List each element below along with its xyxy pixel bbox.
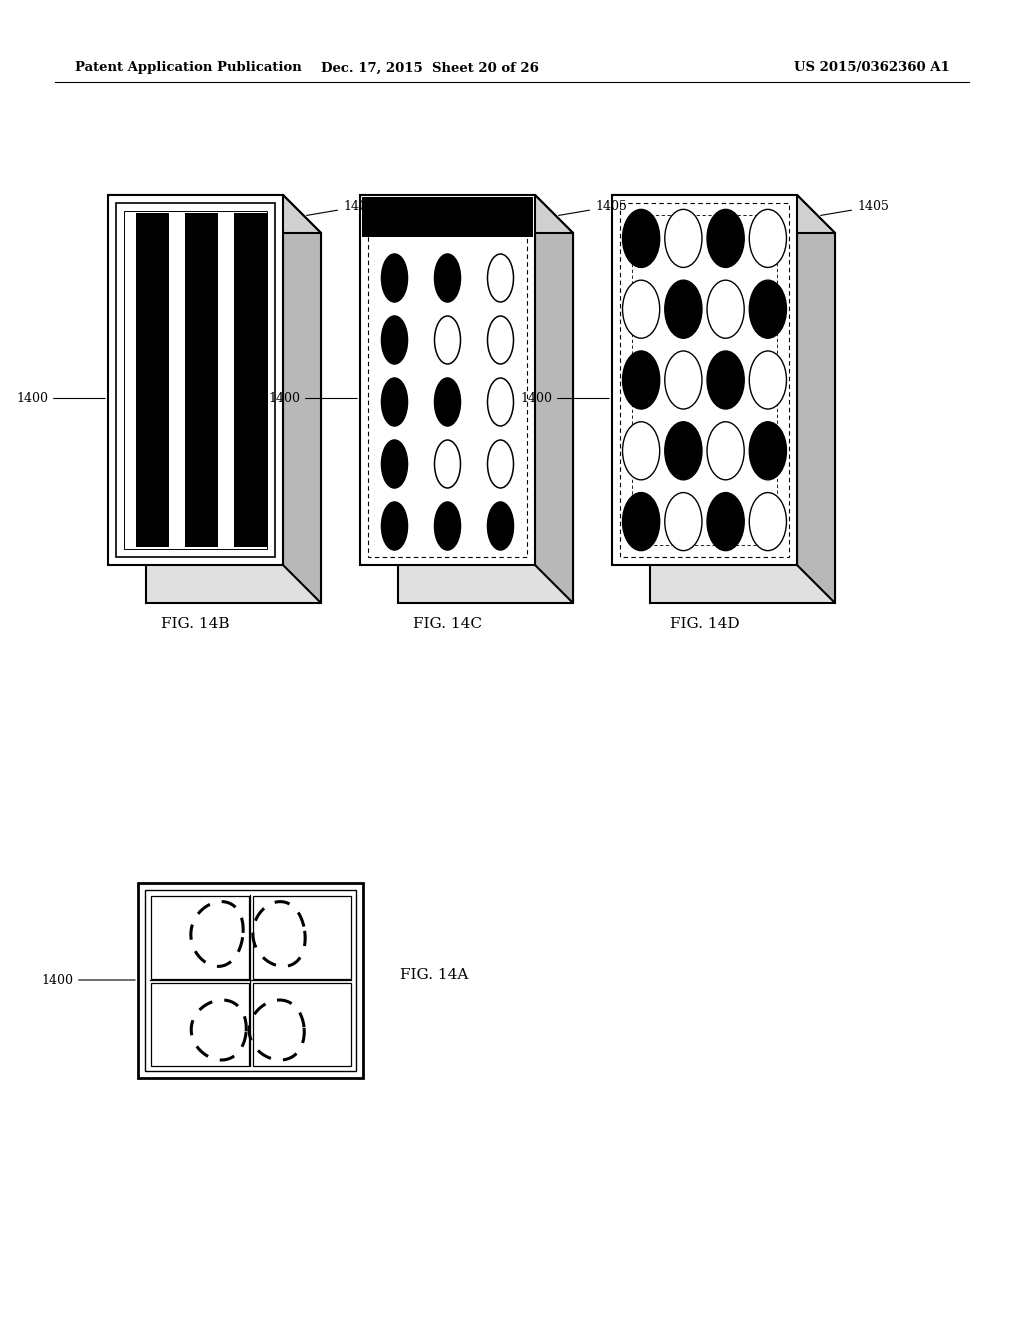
Polygon shape bbox=[108, 195, 283, 565]
Text: FIG. 14A: FIG. 14A bbox=[400, 968, 469, 982]
Text: 1400: 1400 bbox=[520, 392, 609, 405]
Text: FIG. 14C: FIG. 14C bbox=[413, 616, 482, 631]
Ellipse shape bbox=[750, 280, 786, 338]
Polygon shape bbox=[360, 195, 573, 234]
Bar bbox=[632, 215, 777, 545]
Ellipse shape bbox=[707, 280, 744, 338]
Text: 1405: 1405 bbox=[820, 201, 889, 215]
Polygon shape bbox=[108, 195, 321, 234]
Ellipse shape bbox=[487, 315, 513, 364]
Ellipse shape bbox=[750, 351, 786, 409]
Ellipse shape bbox=[434, 378, 461, 426]
Ellipse shape bbox=[382, 253, 408, 302]
Ellipse shape bbox=[750, 422, 786, 480]
Text: 1400: 1400 bbox=[268, 392, 357, 405]
Ellipse shape bbox=[750, 492, 786, 550]
Ellipse shape bbox=[434, 253, 461, 302]
Ellipse shape bbox=[434, 502, 461, 550]
Bar bbox=[124, 211, 267, 549]
Ellipse shape bbox=[382, 378, 408, 426]
Ellipse shape bbox=[487, 378, 513, 426]
Ellipse shape bbox=[665, 351, 702, 409]
Ellipse shape bbox=[487, 440, 513, 488]
Ellipse shape bbox=[707, 422, 744, 480]
Ellipse shape bbox=[623, 280, 659, 338]
Text: US 2015/0362360 A1: US 2015/0362360 A1 bbox=[795, 62, 950, 74]
Ellipse shape bbox=[665, 492, 702, 550]
Polygon shape bbox=[612, 195, 835, 234]
Ellipse shape bbox=[487, 502, 513, 550]
Polygon shape bbox=[797, 195, 835, 603]
Text: FIG. 14B: FIG. 14B bbox=[161, 616, 229, 631]
Bar bbox=[151, 896, 249, 978]
Polygon shape bbox=[612, 195, 797, 565]
Bar bbox=[138, 883, 362, 1078]
Text: 1405: 1405 bbox=[559, 201, 627, 215]
Bar bbox=[620, 203, 790, 557]
Ellipse shape bbox=[434, 315, 461, 364]
Ellipse shape bbox=[434, 440, 461, 488]
Ellipse shape bbox=[623, 422, 659, 480]
Polygon shape bbox=[398, 234, 573, 603]
Ellipse shape bbox=[487, 253, 513, 302]
Bar bbox=[368, 203, 527, 557]
Text: FIG. 14D: FIG. 14D bbox=[670, 616, 739, 631]
Ellipse shape bbox=[665, 280, 702, 338]
Ellipse shape bbox=[707, 210, 744, 268]
Polygon shape bbox=[283, 195, 321, 603]
Bar bbox=[234, 213, 267, 546]
Ellipse shape bbox=[750, 210, 786, 268]
Ellipse shape bbox=[665, 422, 702, 480]
Text: 1400: 1400 bbox=[16, 392, 105, 405]
Polygon shape bbox=[146, 234, 321, 603]
Bar bbox=[145, 890, 356, 1071]
Ellipse shape bbox=[382, 440, 408, 488]
Bar bbox=[253, 896, 350, 978]
Ellipse shape bbox=[665, 210, 702, 268]
Polygon shape bbox=[650, 234, 835, 603]
Ellipse shape bbox=[623, 210, 659, 268]
Bar bbox=[151, 983, 249, 1065]
Ellipse shape bbox=[382, 315, 408, 364]
Bar bbox=[253, 983, 350, 1065]
Text: 1400: 1400 bbox=[41, 974, 135, 986]
Polygon shape bbox=[360, 195, 535, 565]
Bar bbox=[136, 213, 169, 546]
Ellipse shape bbox=[707, 492, 744, 550]
Bar bbox=[362, 197, 534, 238]
Ellipse shape bbox=[707, 351, 744, 409]
Text: 1405: 1405 bbox=[306, 201, 375, 215]
Ellipse shape bbox=[623, 351, 659, 409]
Text: Patent Application Publication: Patent Application Publication bbox=[75, 62, 302, 74]
Bar bbox=[116, 203, 275, 557]
Text: Dec. 17, 2015  Sheet 20 of 26: Dec. 17, 2015 Sheet 20 of 26 bbox=[322, 62, 539, 74]
Bar bbox=[185, 213, 218, 546]
Ellipse shape bbox=[382, 502, 408, 550]
Ellipse shape bbox=[623, 492, 659, 550]
Polygon shape bbox=[535, 195, 573, 603]
